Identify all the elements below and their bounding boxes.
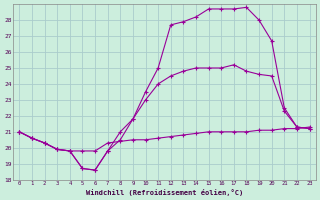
- X-axis label: Windchill (Refroidissement éolien,°C): Windchill (Refroidissement éolien,°C): [86, 189, 243, 196]
